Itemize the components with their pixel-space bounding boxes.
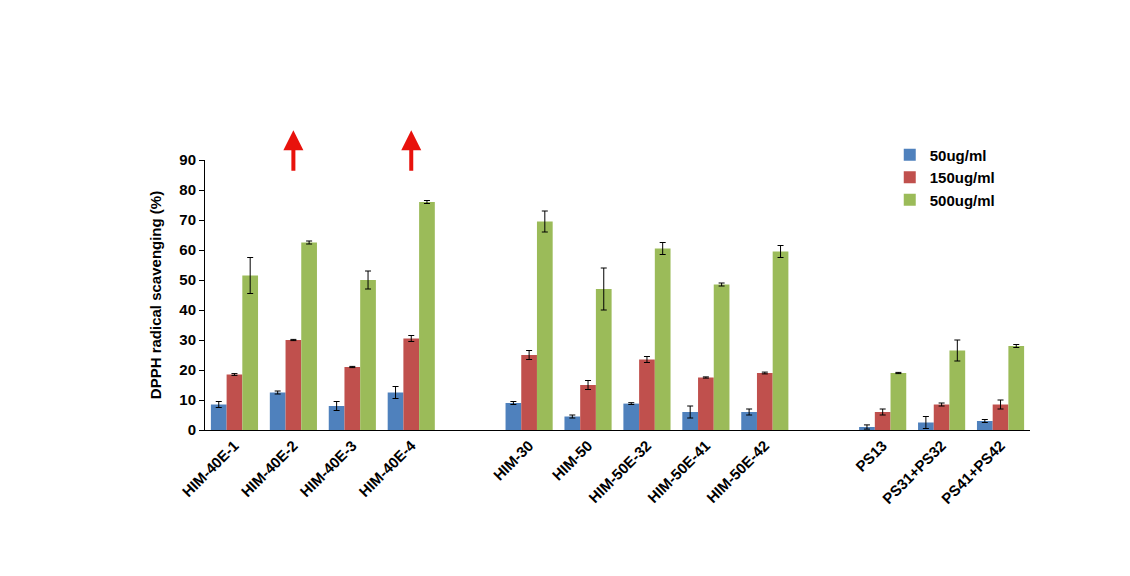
- svg-text:10: 10: [179, 391, 196, 408]
- svg-text:HIM-50E-32: HIM-50E-32: [585, 437, 654, 506]
- svg-text:500ug/ml: 500ug/ml: [930, 192, 995, 209]
- svg-text:HIM-50E-41: HIM-50E-41: [644, 437, 713, 506]
- svg-text:0: 0: [188, 421, 196, 438]
- svg-text:HIM-40E-2: HIM-40E-2: [238, 437, 301, 500]
- svg-text:HIM-40E-4: HIM-40E-4: [355, 436, 419, 500]
- svg-text:HIM-30: HIM-30: [490, 437, 537, 484]
- svg-text:150ug/ml: 150ug/ml: [930, 169, 995, 186]
- svg-text:20: 20: [179, 361, 196, 378]
- svg-text:PS13: PS13: [852, 437, 890, 475]
- svg-text:80: 80: [179, 181, 196, 198]
- svg-text:PS31+PS32: PS31+PS32: [879, 437, 949, 507]
- svg-text:30: 30: [179, 331, 196, 348]
- svg-text:PS41+PS42: PS41+PS42: [938, 437, 1008, 507]
- svg-text:60: 60: [179, 241, 196, 258]
- svg-text:50: 50: [179, 271, 196, 288]
- svg-text:HIM-40E-3: HIM-40E-3: [296, 437, 359, 500]
- svg-text:50ug/ml: 50ug/ml: [930, 147, 987, 164]
- svg-text:90: 90: [179, 151, 196, 168]
- svg-text:HIM-50E-42: HIM-50E-42: [703, 437, 772, 506]
- svg-text:HIM-40E-1: HIM-40E-1: [179, 437, 242, 500]
- svg-text:40: 40: [179, 301, 196, 318]
- svg-text:70: 70: [179, 211, 196, 228]
- svg-text:DPPH radical scavenging (%): DPPH radical scavenging (%): [147, 191, 164, 399]
- svg-text:HIM-50: HIM-50: [549, 437, 596, 484]
